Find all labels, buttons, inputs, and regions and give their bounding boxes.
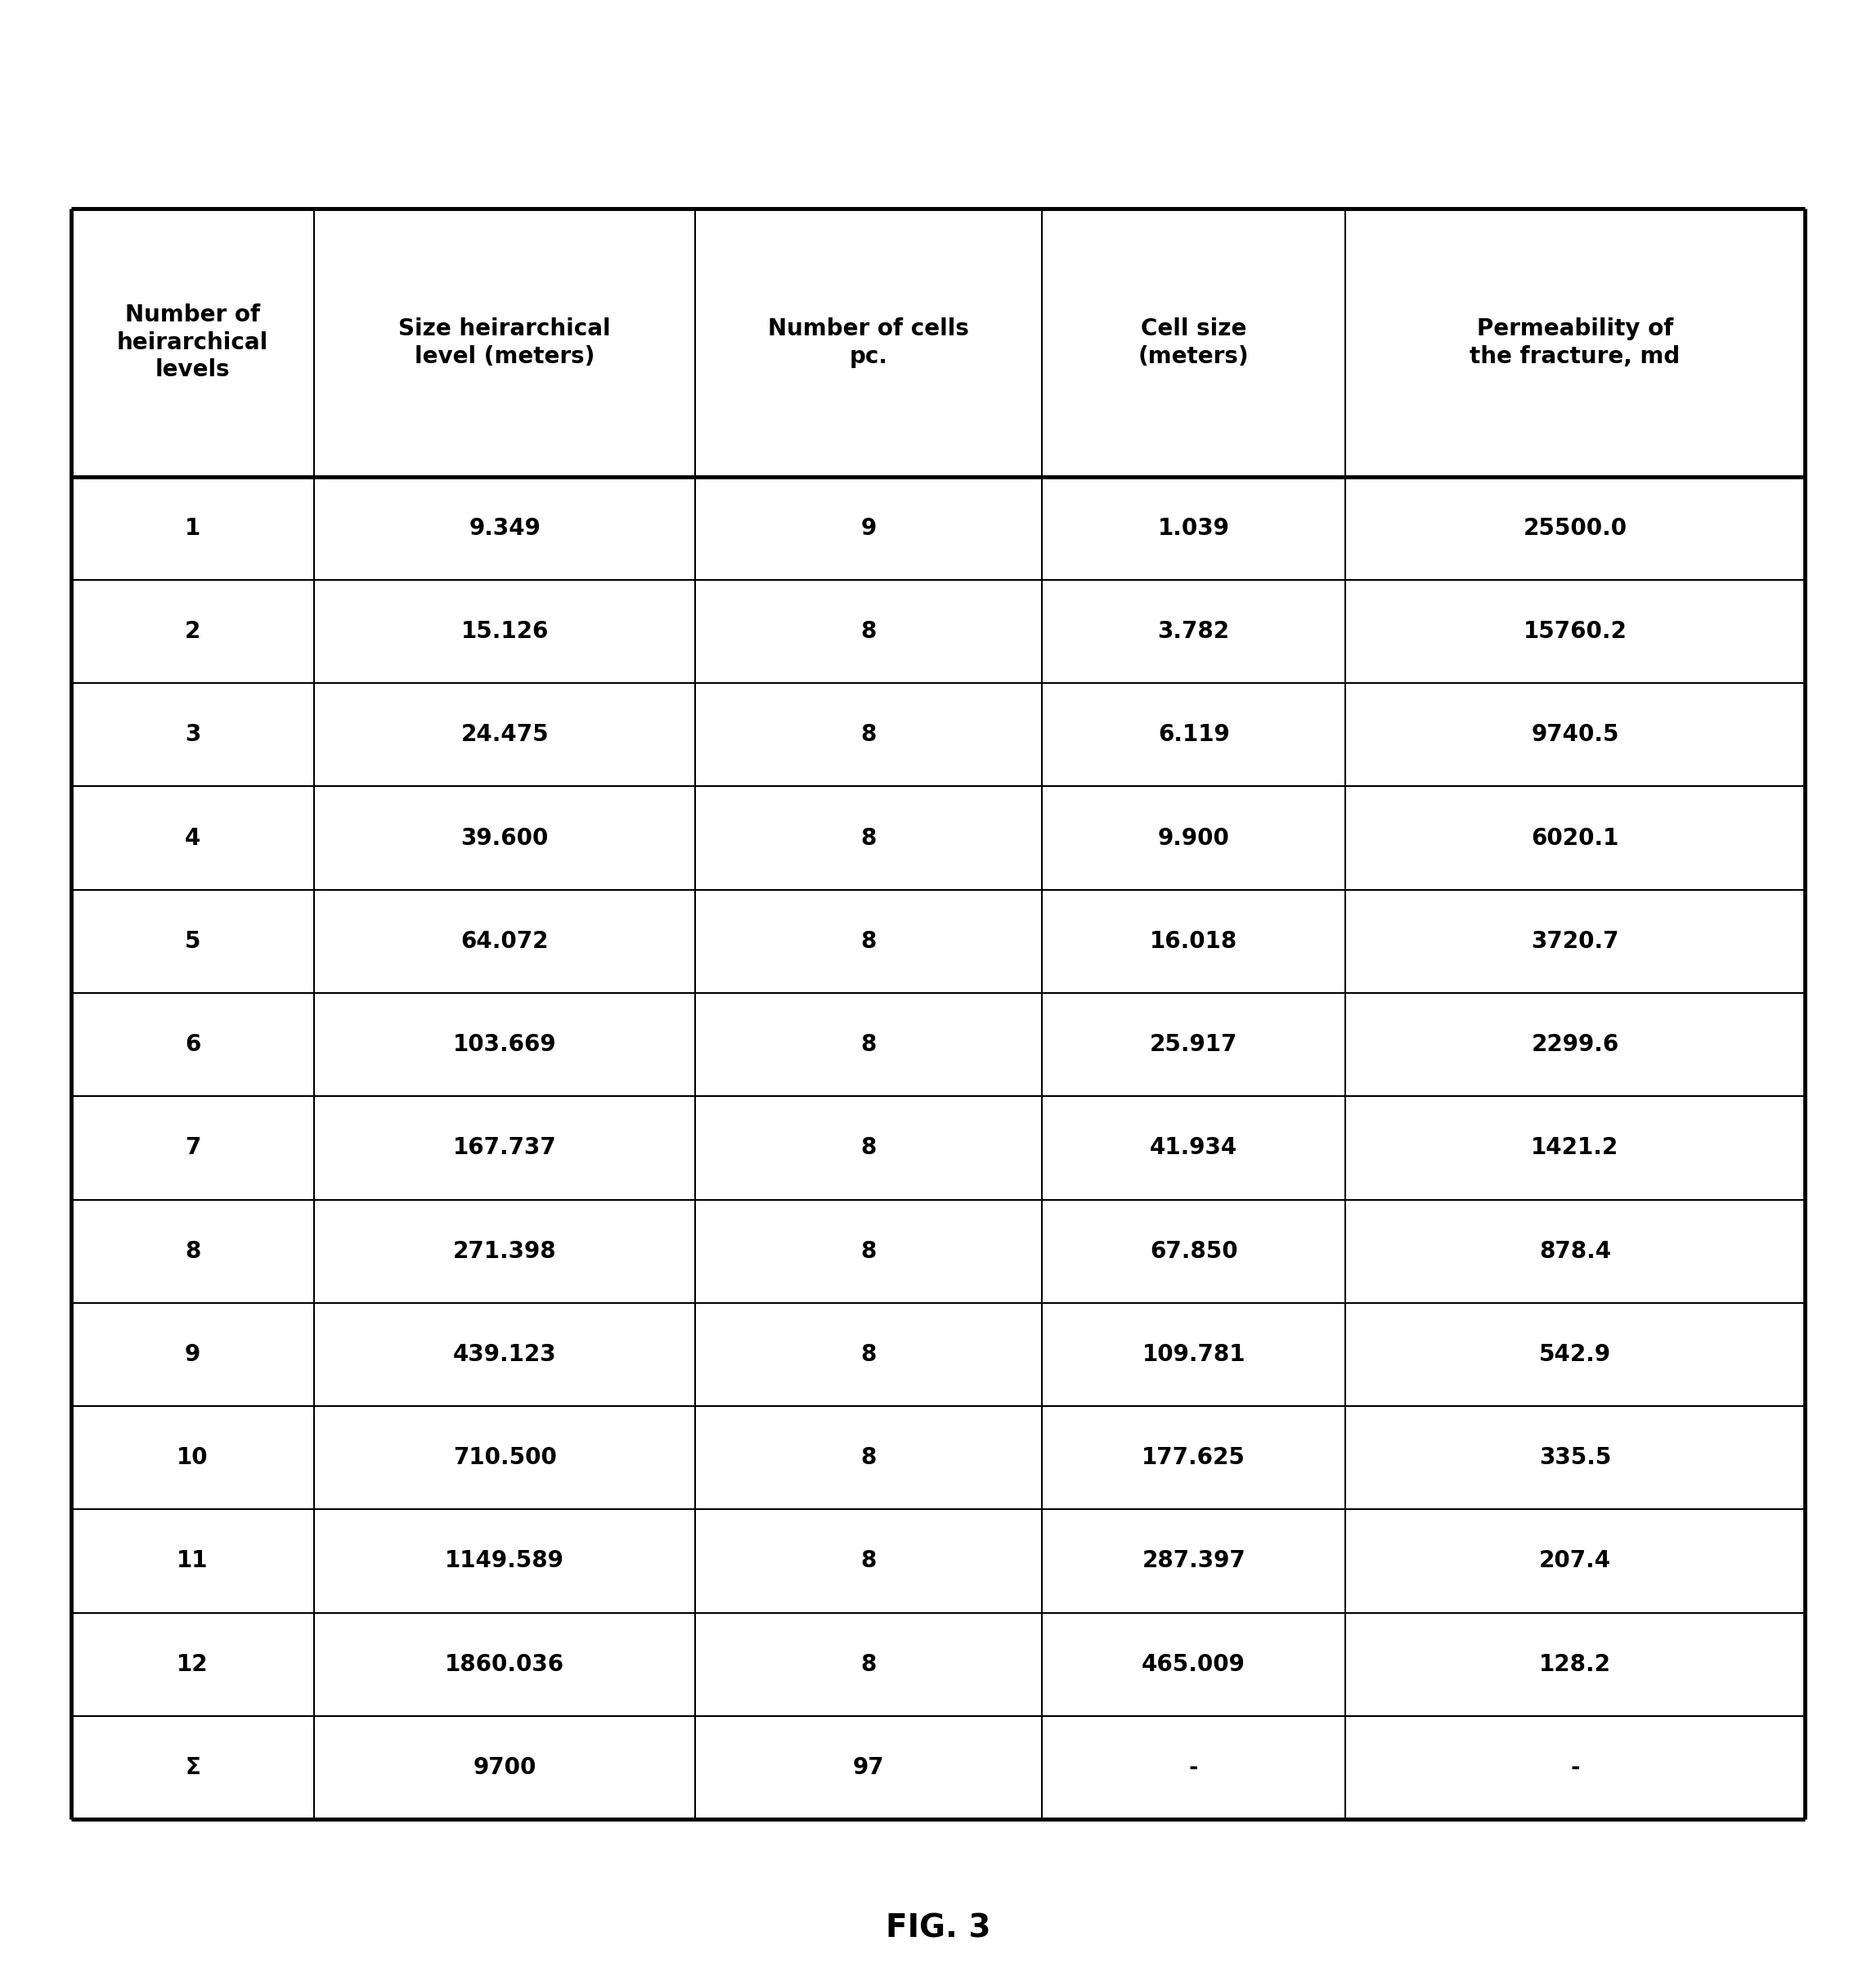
Text: 3.782: 3.782 xyxy=(1157,620,1229,643)
Text: 8: 8 xyxy=(861,1652,876,1676)
Text: 3720.7: 3720.7 xyxy=(1531,929,1619,953)
Text: 8: 8 xyxy=(861,1136,876,1160)
Text: 41.934: 41.934 xyxy=(1150,1136,1238,1160)
Text: 8: 8 xyxy=(861,1446,876,1470)
Text: 465.009: 465.009 xyxy=(1142,1652,1246,1676)
Text: 9: 9 xyxy=(861,516,876,540)
Text: 6020.1: 6020.1 xyxy=(1531,826,1619,850)
Text: 128.2: 128.2 xyxy=(1538,1652,1611,1676)
Text: 1.039: 1.039 xyxy=(1157,516,1229,540)
Text: 10: 10 xyxy=(176,1446,208,1470)
Text: 1421.2: 1421.2 xyxy=(1531,1136,1619,1160)
Text: 39.600: 39.600 xyxy=(461,826,548,850)
Text: 9: 9 xyxy=(184,1343,201,1366)
Text: 8: 8 xyxy=(861,1549,876,1573)
Text: 8: 8 xyxy=(861,1343,876,1366)
Text: 1: 1 xyxy=(184,516,201,540)
Text: 207.4: 207.4 xyxy=(1538,1549,1611,1573)
Text: 4: 4 xyxy=(184,826,201,850)
Text: Size heirarchical
level (meters): Size heirarchical level (meters) xyxy=(398,318,612,367)
Text: 25500.0: 25500.0 xyxy=(1523,516,1626,540)
Text: 8: 8 xyxy=(861,620,876,643)
Text: 7: 7 xyxy=(184,1136,201,1160)
Text: 1149.589: 1149.589 xyxy=(445,1549,565,1573)
Text: 6.119: 6.119 xyxy=(1157,723,1229,747)
Text: 9700: 9700 xyxy=(473,1756,537,1779)
Text: 177.625: 177.625 xyxy=(1142,1446,1246,1470)
Text: 97: 97 xyxy=(854,1756,884,1779)
Text: 25.917: 25.917 xyxy=(1150,1033,1238,1057)
Text: 15.126: 15.126 xyxy=(461,620,548,643)
Text: 167.737: 167.737 xyxy=(452,1136,557,1160)
Text: Σ: Σ xyxy=(186,1756,201,1779)
Text: 8: 8 xyxy=(861,929,876,953)
Text: 3: 3 xyxy=(184,723,201,747)
Text: 11: 11 xyxy=(176,1549,208,1573)
Text: 15760.2: 15760.2 xyxy=(1523,620,1626,643)
Text: Cell size
(meters): Cell size (meters) xyxy=(1139,318,1249,367)
Text: 67.850: 67.850 xyxy=(1150,1239,1238,1263)
Text: 2: 2 xyxy=(184,620,201,643)
Text: 542.9: 542.9 xyxy=(1538,1343,1611,1366)
Text: Permeability of
the fracture, md: Permeability of the fracture, md xyxy=(1469,318,1681,367)
Text: 8: 8 xyxy=(861,1033,876,1057)
Text: 1860.036: 1860.036 xyxy=(445,1652,565,1676)
Text: 878.4: 878.4 xyxy=(1538,1239,1611,1263)
Text: 109.781: 109.781 xyxy=(1142,1343,1246,1366)
Text: 710.500: 710.500 xyxy=(452,1446,557,1470)
Text: Number of
heirarchical
levels: Number of heirarchical levels xyxy=(116,304,268,381)
Text: 64.072: 64.072 xyxy=(461,929,548,953)
Text: 287.397: 287.397 xyxy=(1142,1549,1246,1573)
Text: 271.398: 271.398 xyxy=(452,1239,557,1263)
Text: 8: 8 xyxy=(861,723,876,747)
Text: 5: 5 xyxy=(184,929,201,953)
Text: FIG. 3: FIG. 3 xyxy=(885,1913,991,1944)
Text: 2299.6: 2299.6 xyxy=(1531,1033,1619,1057)
Text: 103.669: 103.669 xyxy=(452,1033,557,1057)
Text: 9.900: 9.900 xyxy=(1157,826,1229,850)
Text: -: - xyxy=(1189,1756,1199,1779)
Text: 8: 8 xyxy=(184,1239,201,1263)
Text: 335.5: 335.5 xyxy=(1538,1446,1611,1470)
Text: 24.475: 24.475 xyxy=(461,723,548,747)
Text: 6: 6 xyxy=(184,1033,201,1057)
Text: 16.018: 16.018 xyxy=(1150,929,1238,953)
Text: 8: 8 xyxy=(861,826,876,850)
Text: -: - xyxy=(1570,1756,1580,1779)
Text: 8: 8 xyxy=(861,1239,876,1263)
Text: Number of cells
pc.: Number of cells pc. xyxy=(767,318,970,367)
Text: 9.349: 9.349 xyxy=(469,516,540,540)
Text: 12: 12 xyxy=(176,1652,208,1676)
Text: 439.123: 439.123 xyxy=(452,1343,557,1366)
Text: 9740.5: 9740.5 xyxy=(1531,723,1619,747)
